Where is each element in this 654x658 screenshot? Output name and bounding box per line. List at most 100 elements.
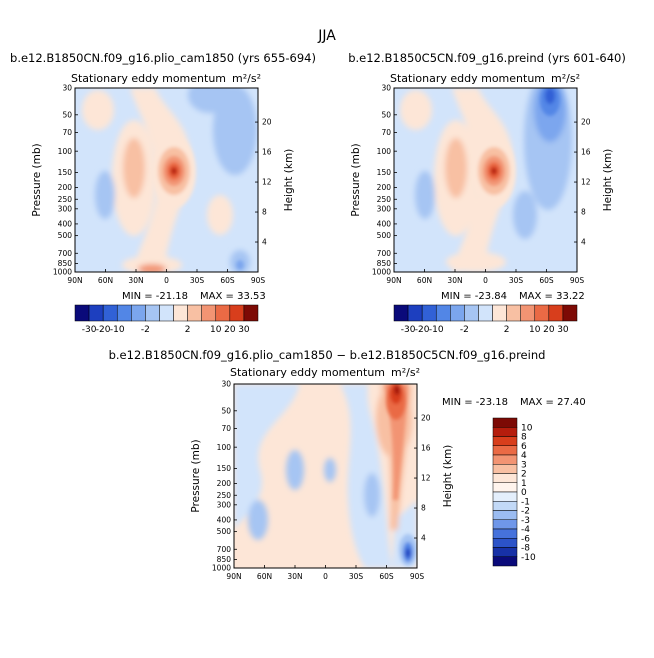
colorbar-label: -2 (521, 507, 530, 517)
colorbar-swatch (492, 547, 518, 557)
x-tick-label: 90S (570, 276, 585, 285)
y-tick-label: 200 (377, 183, 392, 192)
x-axis: 90N 60N 30N 0 30S 60S 90S (67, 269, 265, 285)
y-tick-label: 700 (377, 249, 392, 258)
contour-core (472, 88, 560, 208)
y-tick-label: 250 (217, 491, 232, 500)
colorbar-swatch (88, 304, 104, 322)
contour-positive-lobe (138, 264, 166, 272)
colorbar-swatch (201, 304, 217, 322)
x-axis: 90N 60N 30N 0 30S 60S 90S (386, 269, 584, 285)
contour-negative-lobe (324, 458, 336, 482)
colorbar-swatch (102, 304, 118, 322)
min-max-stats: MIN = -21.18 MAX = 33.53 (122, 291, 266, 302)
subtitle-text: Stationary eddy momentum (230, 366, 385, 379)
contour-maximum (172, 168, 176, 174)
y-tick-label: 30 (381, 84, 391, 93)
y-tick-label: 150 (217, 464, 232, 473)
x-tick-label: 30S (349, 572, 364, 581)
y-tick-label: 150 (58, 168, 73, 177)
x-tick-label: 60S (220, 276, 235, 285)
y-tick-label: 70 (62, 128, 72, 137)
colorbar-swatch (492, 501, 518, 511)
y2-tick-label: 20 (581, 118, 591, 127)
y-tick-label: 250 (58, 195, 73, 204)
contour-field (75, 88, 258, 272)
y-tick-label: 300 (58, 204, 73, 213)
subtitle-text: Stationary eddy momentum (390, 72, 545, 85)
contour-negative-lobe (248, 500, 268, 540)
panel-right: b.e12.B1850C5CN.f09_g16.preind (yrs 601-… (348, 51, 626, 335)
figure-title: JJA (317, 28, 336, 44)
colorbar-swatch (492, 538, 518, 548)
colorbar-swatch (492, 427, 518, 437)
contour-field (234, 384, 417, 568)
colorbar: -30 -20 -10 -2 2 10 20 30 (74, 304, 259, 335)
y2-tick-label: 4 (262, 238, 267, 247)
colorbar-label: 20 (543, 325, 555, 335)
contour-positive-lobe (207, 195, 233, 235)
y-tick-label: 500 (217, 527, 232, 536)
y-tick-label: 400 (377, 220, 392, 229)
y-tick-label: 50 (221, 406, 231, 415)
min-value: -23.18 (476, 397, 508, 408)
panel-difference: b.e12.B1850CN.f09_g16.plio_cam1850 − b.e… (109, 348, 586, 581)
colorbar-swatch (450, 304, 465, 322)
y2-tick-label: 8 (581, 208, 586, 217)
contour-negative-lobe (513, 191, 537, 239)
x-tick-label: 60N (98, 276, 113, 285)
y-tick-label: 150 (377, 168, 392, 177)
min-label: MIN = (441, 291, 475, 302)
colorbar: -30 -20 -10 -2 2 10 20 30 (393, 304, 578, 335)
colorbar-label: 2 (504, 325, 510, 335)
contour-negative-band (234, 384, 300, 530)
y-tick-label: 850 (217, 555, 232, 564)
colorbar-swatch (435, 304, 451, 322)
chart-subtitle: Stationary eddy momentum m²/s² (71, 72, 261, 85)
contour-positive-lobe (446, 252, 506, 272)
y-tick-label: 30 (221, 380, 231, 389)
y-axis-label: Pressure (mb) (350, 143, 362, 216)
colorbar-label: -6 (521, 534, 530, 544)
x-tick-label: 90N (386, 276, 401, 285)
contour-negative-lobe (286, 450, 304, 490)
colorbar-label: 0 (521, 488, 527, 498)
y-tick-label: 500 (377, 231, 392, 240)
y2-tick-label: 4 (421, 534, 426, 543)
max-label: MAX = (520, 397, 557, 408)
y-tick-label: 200 (58, 183, 73, 192)
x-tick-label: 30S (509, 276, 524, 285)
x-tick-label: 0 (164, 276, 169, 285)
colorbar-swatch (74, 304, 90, 322)
x-tick-label: 90N (226, 572, 241, 581)
max-label: MAX = (519, 291, 556, 302)
contour-field (394, 88, 577, 272)
colorbar-swatch (548, 304, 564, 322)
contour-core (152, 136, 244, 270)
contour-positive-lobe (82, 90, 114, 130)
colorbar-swatch (159, 304, 174, 322)
max-value: 33.53 (237, 291, 266, 302)
colorbar-label: -2 (141, 325, 150, 335)
contour-minimum (545, 88, 555, 104)
y-tick-label: 70 (221, 424, 231, 433)
run-title: b.e12.B1850C5CN.f09_g16.preind (yrs 601-… (348, 51, 626, 65)
colorbar-label: 2 (521, 470, 527, 480)
y-tick-label: 300 (377, 204, 392, 213)
min-value: -23.84 (475, 291, 507, 302)
y-tick-label: 100 (217, 443, 232, 452)
y-tick-label: 700 (58, 249, 73, 258)
colorbar-label: 8 (521, 433, 527, 443)
contour-positive-lobe (445, 138, 467, 198)
y-tick-label: 30 (62, 84, 72, 93)
x-tick-label: 90S (251, 276, 266, 285)
y-tick-label: 200 (217, 479, 232, 488)
y-tick-label: 1000 (53, 268, 72, 277)
colorbar-swatch (421, 304, 437, 322)
x-tick-label: 90N (67, 276, 82, 285)
x-tick-label: 60N (257, 572, 272, 581)
y2-axis-label: Height (km) (283, 149, 295, 212)
max-value: 27.40 (557, 397, 586, 408)
y-axis-label: Pressure (mb) (31, 143, 43, 216)
y-tick-label: 50 (62, 110, 72, 119)
